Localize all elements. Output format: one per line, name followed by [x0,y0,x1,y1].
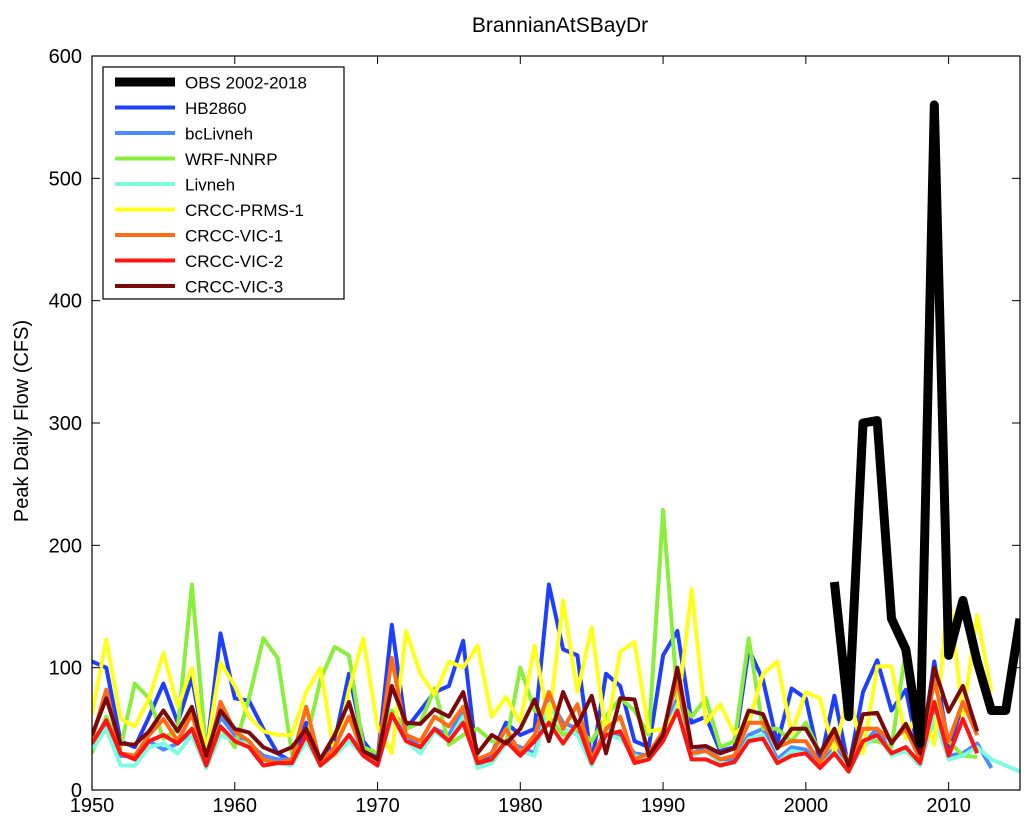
series-line-crcc-vic-1 [92,655,980,768]
y-tick-label: 200 [49,535,82,557]
legend-label: CRCC-VIC-3 [185,278,283,297]
axes: 1950 1960 1970 1980 1990 2000 2010 0 100 200 300 40… [49,46,1021,817]
x-tick-label: 1970 [355,795,400,817]
y-axis-label: Peak Daily Flow (CFS) [11,320,33,522]
legend-label: bcLivneh [185,125,253,144]
x-tick-label: 1960 [213,795,258,817]
series-line-obs-2002-2018 [829,100,1020,748]
legend-label: CRCC-VIC-1 [185,227,283,246]
legend: OBS 2002-2018 HB2860 bcLivneh WRF-NNRP Livne… [102,66,345,300]
chart-title: BrannianAtSBayDr [472,14,648,37]
legend-label: WRF-NNRP [185,150,278,169]
series-line-crcc-prms-1 [92,587,994,758]
series-line-crcc-vic-3 [92,665,980,768]
y-tick-label: 300 [49,413,82,435]
series-line-crcc-vic-2 [92,699,980,774]
y-tick-label: 600 [49,46,82,68]
y-tick-label: 500 [49,168,82,190]
legend-label: CRCC-VIC-2 [185,252,283,271]
legend-label: Livneh [185,176,235,195]
legend-label: CRCC-PRMS-1 [185,201,304,220]
x-tick-label: 2010 [926,795,971,817]
y-tick-label: 100 [49,658,82,680]
x-tick-label: 1990 [641,795,686,817]
legend-label: HB2860 [185,99,246,118]
legend-label: OBS 2002-2018 [185,74,307,93]
plot-area [92,100,1020,774]
y-tick-label: 400 [49,291,82,313]
x-tick-label: 2000 [784,795,829,817]
y-tick-label: 0 [71,780,82,802]
x-tick-label: 1980 [498,795,543,817]
x-tick-label: 1950 [70,795,115,817]
